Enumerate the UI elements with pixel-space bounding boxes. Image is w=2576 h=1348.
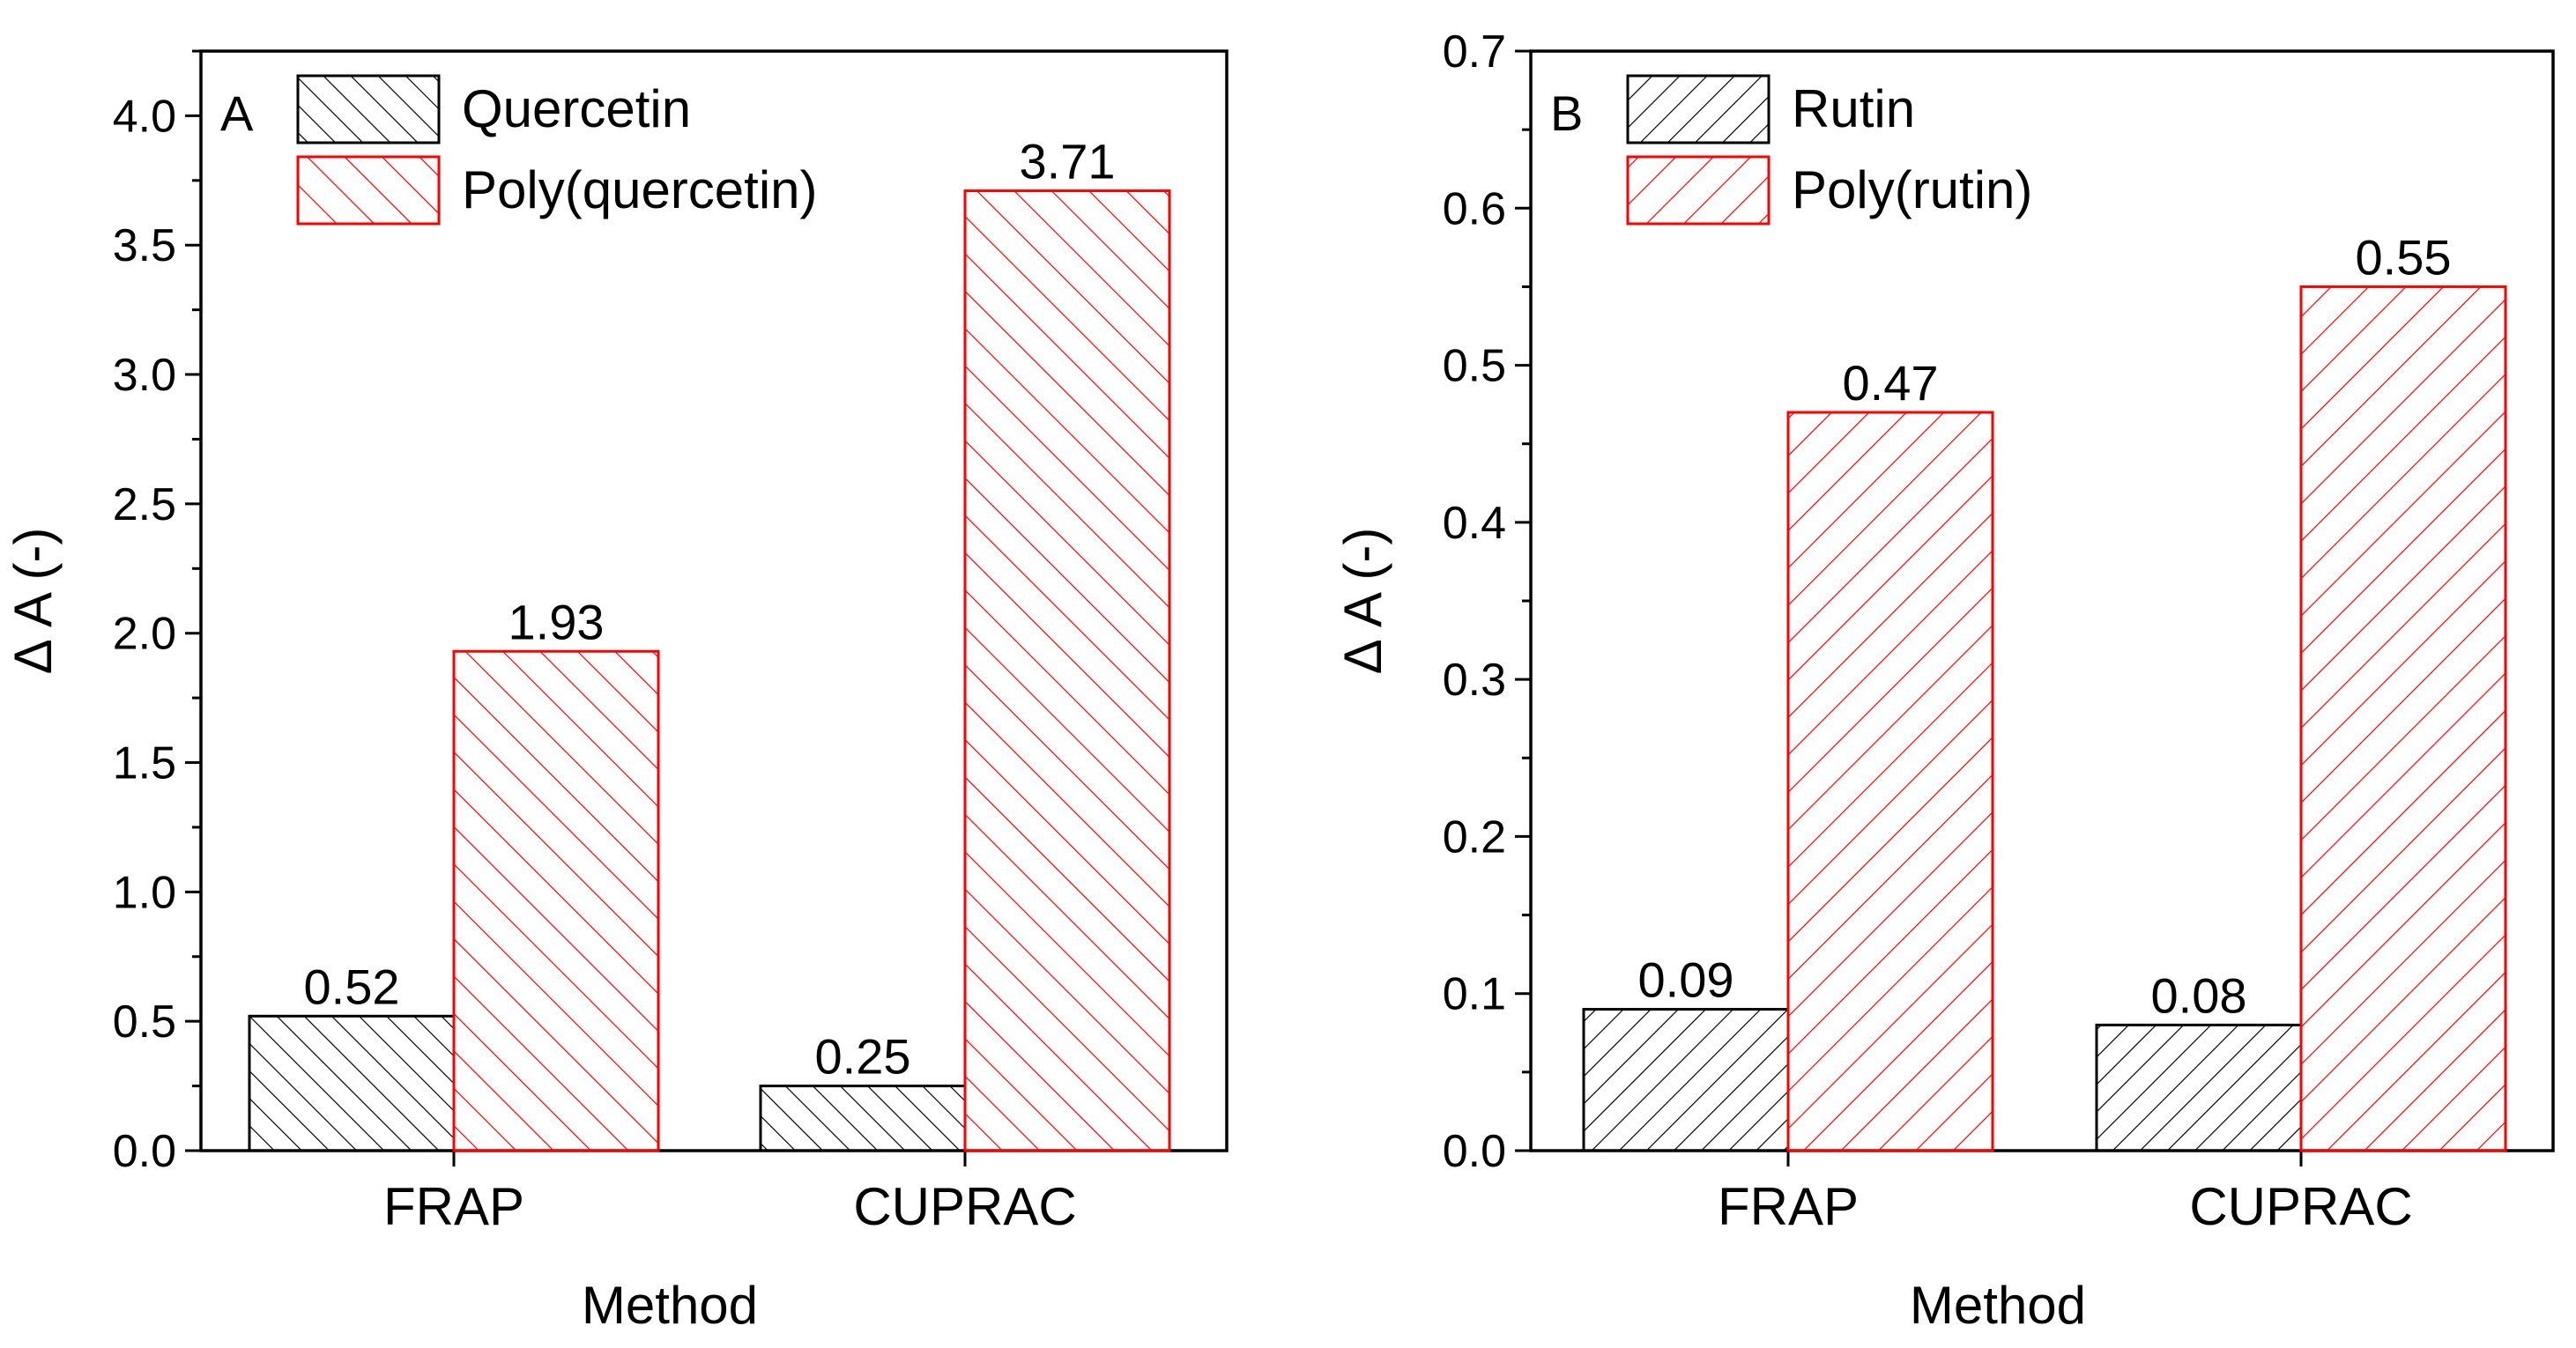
y-tick-label: 1.0 xyxy=(113,867,176,918)
x-tick-label-cuprac: CUPRAC xyxy=(853,1177,1076,1236)
legend-label-poly-quercetin: Poly(quercetin) xyxy=(462,160,818,219)
data-label-quercetin-frap: 0.52 xyxy=(304,959,400,1014)
bar-poly-quercetin-frap xyxy=(452,649,660,1152)
y-axis-title: Δ A (-) xyxy=(4,528,63,675)
bar-poly-quercetin-cuprac xyxy=(963,189,1171,1152)
y-tick-label: 1.5 xyxy=(113,738,176,789)
y-tick-label: 0.2 xyxy=(1443,811,1506,863)
y-tick-label: 3.0 xyxy=(113,350,176,401)
y-tick-label: 2.0 xyxy=(113,609,176,660)
y-tick-label: 0.6 xyxy=(1443,183,1506,234)
data-label-quercetin-cuprac: 0.25 xyxy=(815,1029,911,1085)
bars: FRAP 0.09 0.47 CUPRAC 0.08 0.55 xyxy=(1582,229,2507,1236)
y-axis-ticks: 0.0 0.1 0.2 0.3 0.4 0.5 0.6 0.7 xyxy=(1443,26,1531,1177)
y-tick-label: 3.5 xyxy=(113,220,176,271)
x-tick-label-frap: FRAP xyxy=(1718,1177,1859,1236)
bars: FRAP 0.52 1.93 CUPRAC 0.25 3.71 xyxy=(248,134,1171,1236)
y-tick-label: 0.0 xyxy=(1443,1126,1506,1177)
y-tick-label: 2.5 xyxy=(113,479,176,530)
panel-label: A xyxy=(220,85,254,141)
y-tick-label: 0.1 xyxy=(1443,969,1506,1020)
bar-poly-rutin-cuprac xyxy=(2299,285,2507,1152)
x-tick-label-cuprac: CUPRAC xyxy=(2189,1177,2412,1236)
legend-swatch-poly-quercetin xyxy=(296,155,441,226)
bar-quercetin-frap xyxy=(248,1014,456,1152)
y-tick-label: 0.5 xyxy=(113,996,176,1048)
y-tick-label: 0.3 xyxy=(1443,655,1506,706)
x-axis-title: Method xyxy=(1910,1276,2086,1335)
legend: Quercetin Poly(quercetin) xyxy=(296,74,818,226)
panel-b: 0.0 0.1 0.2 0.3 0.4 0.5 0.6 0.7 FRAP 0.09 0.47 CUP… xyxy=(1333,26,2555,1335)
data-label-poly-quercetin-cuprac: 3.71 xyxy=(1020,134,1116,189)
panel-a: 0.0 0.5 1.0 1.5 2.0 2.5 3.0 3.5 4.0 FRAP 0.52 1.93… xyxy=(4,49,1229,1335)
legend-swatch-poly-rutin xyxy=(1626,155,1771,226)
data-label-rutin-frap: 0.09 xyxy=(1638,952,1734,1008)
bar-rutin-frap xyxy=(1582,1008,1790,1152)
legend-label-rutin: Rutin xyxy=(1792,79,1915,138)
panel-label: B xyxy=(1550,85,1583,141)
legend-label-poly-rutin: Poly(rutin) xyxy=(1792,160,2032,219)
y-tick-label: 0.4 xyxy=(1443,498,1506,549)
y-axis-ticks: 0.0 0.5 1.0 1.5 2.0 2.5 3.0 3.5 4.0 xyxy=(113,49,201,1177)
data-label-poly-rutin-cuprac: 0.55 xyxy=(2356,229,2452,285)
legend: Rutin Poly(rutin) xyxy=(1626,74,2032,226)
legend-swatch-rutin xyxy=(1626,74,1771,144)
bar-poly-rutin-frap xyxy=(1786,411,1994,1152)
data-label-poly-quercetin-frap: 1.93 xyxy=(509,594,605,649)
data-label-rutin-cuprac: 0.08 xyxy=(2151,967,2247,1023)
y-tick-label: 0.7 xyxy=(1443,26,1506,78)
bar-quercetin-cuprac xyxy=(759,1085,967,1152)
y-axis-title: Δ A (-) xyxy=(1333,528,1392,675)
data-label-poly-rutin-frap: 0.47 xyxy=(1843,355,1939,411)
x-axis-title: Method xyxy=(582,1276,758,1335)
y-tick-label: 4.0 xyxy=(113,91,176,142)
legend-label-quercetin: Quercetin xyxy=(462,79,691,138)
y-tick-label: 0.0 xyxy=(113,1126,176,1177)
legend-swatch-quercetin xyxy=(296,74,441,144)
bar-rutin-cuprac xyxy=(2095,1023,2303,1152)
x-tick-label-frap: FRAP xyxy=(383,1177,524,1236)
plot-frame xyxy=(199,49,1229,1152)
y-tick-label: 0.5 xyxy=(1443,341,1506,392)
